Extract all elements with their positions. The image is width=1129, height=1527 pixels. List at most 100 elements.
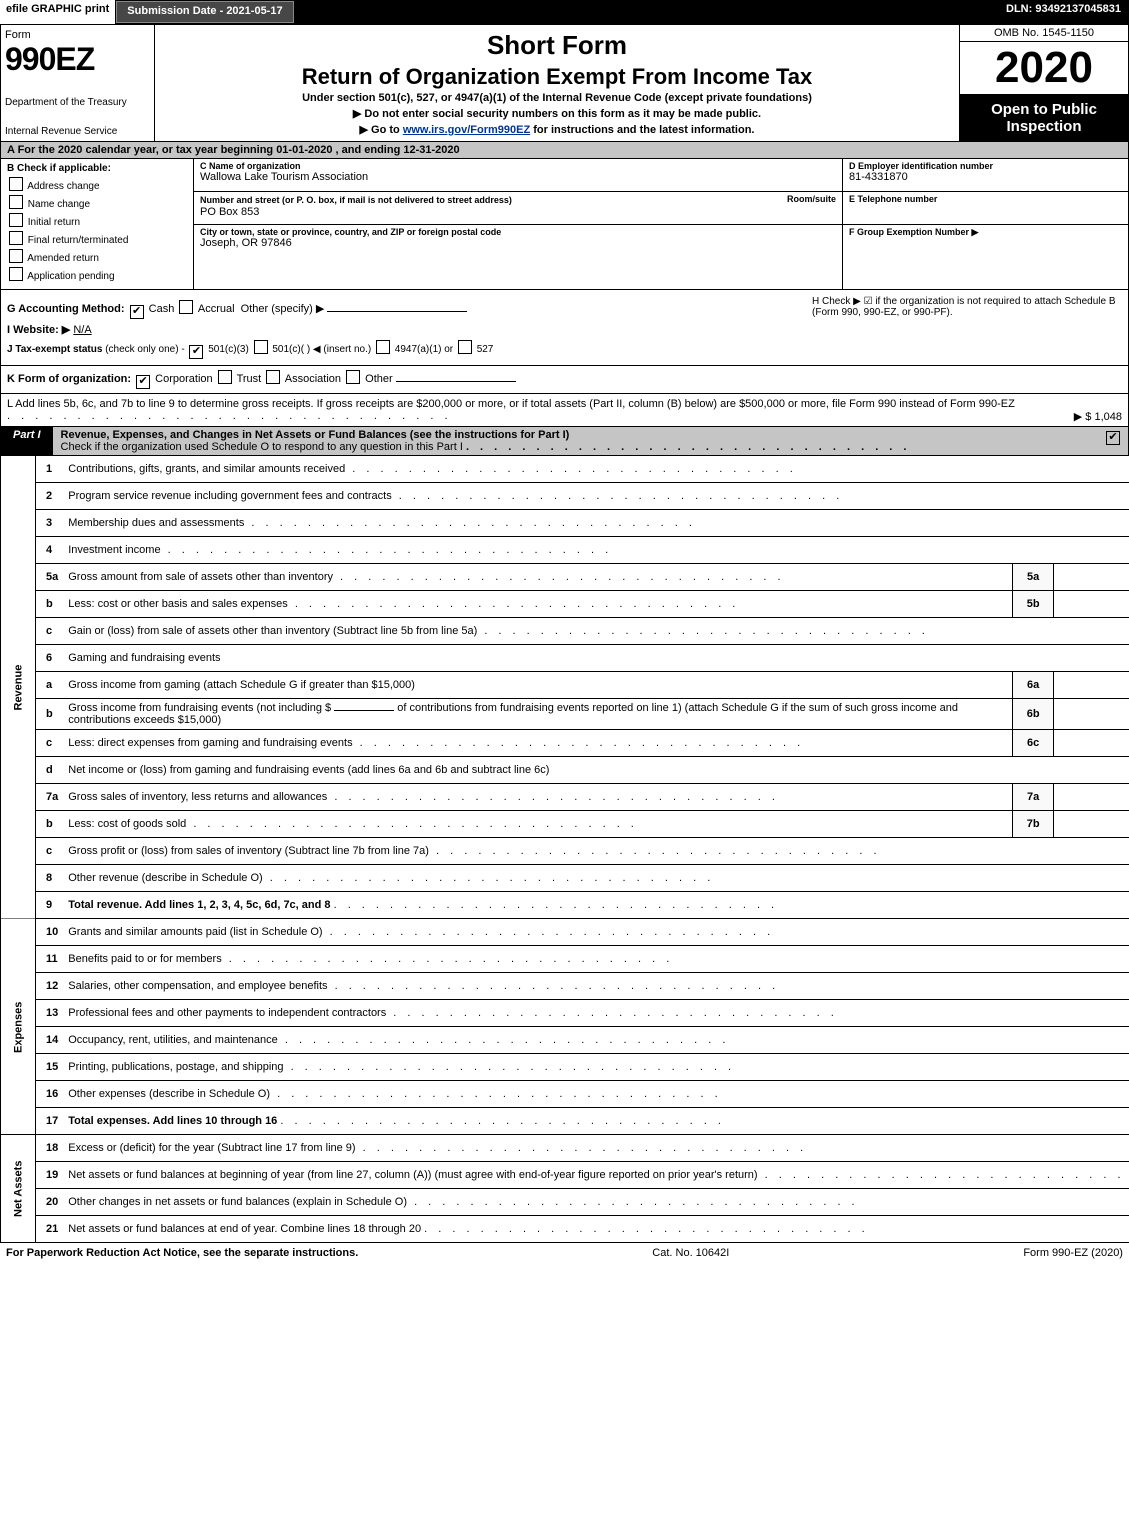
chk-501c[interactable] (254, 340, 268, 354)
line-desc: Grants and similar amounts paid (list in… (63, 919, 1129, 946)
chk-application-pending[interactable]: Application pending (7, 267, 187, 282)
ein-cell: D Employer identification number 81-4331… (843, 159, 1128, 192)
chk-address-change[interactable]: Address change (7, 177, 187, 192)
chk-association[interactable] (266, 370, 280, 384)
line-number: 19 (36, 1162, 64, 1189)
table-row: 5a Gross amount from sale of assets othe… (1, 564, 1129, 591)
ein-value: 81-4331870 (849, 171, 1122, 183)
footer-cat-no: Cat. No. 10642I (652, 1247, 729, 1259)
table-row: 14 Occupancy, rent, utilities, and maint… (1, 1027, 1129, 1054)
net-assets-side-label: Net Assets (1, 1135, 36, 1243)
line-desc: Gross income from fundraising events (no… (63, 699, 1012, 730)
short-form-title: Short Form (163, 30, 951, 61)
other-org-underline (396, 381, 516, 382)
line-desc: Professional fees and other payments to … (63, 1000, 1129, 1027)
chk-501c3[interactable] (189, 345, 203, 359)
mini-line-val: 0 (1054, 811, 1129, 838)
part-i-title: Revenue, Expenses, and Changes in Net As… (53, 427, 1098, 455)
table-row: 7a Gross sales of inventory, less return… (1, 784, 1129, 811)
org-address-cell: Number and street (or P. O. box, if mail… (194, 192, 842, 225)
line-6b-desc-1: Gross income from fundraising events (no… (68, 702, 331, 714)
part-i-title-text: Revenue, Expenses, and Changes in Net As… (61, 429, 570, 441)
chk-final-return[interactable]: Final return/terminated (7, 231, 187, 246)
section-l-text: L Add lines 5b, 6c, and 7b to line 9 to … (7, 398, 1015, 410)
line-desc: Gross sales of inventory, less returns a… (63, 784, 1012, 811)
line-number: b (36, 699, 64, 730)
chk-final-return-label: Final return/terminated (28, 235, 129, 246)
submission-date-button[interactable]: Submission Date - 2021-05-17 (116, 1, 293, 23)
goto-link[interactable]: www.irs.gov/Form990EZ (403, 124, 530, 136)
table-row: 8 Other revenue (describe in Schedule O)… (1, 865, 1129, 892)
table-row: Net Assets 18 Excess or (deficit) for th… (1, 1135, 1129, 1162)
form-header: Form 990EZ Department of the Treasury In… (0, 24, 1129, 142)
chk-corporation-label: Corporation (155, 373, 212, 385)
line-number: c (36, 618, 64, 645)
section-b-title: B Check if applicable: (7, 163, 111, 174)
line-number: b (36, 591, 64, 618)
table-row: d Net income or (loss) from gaming and f… (1, 757, 1129, 784)
section-j-label: J Tax-exempt status (7, 344, 102, 355)
chk-trust[interactable] (218, 370, 232, 384)
chk-cash-label: Cash (149, 303, 175, 315)
line-number: 4 (36, 537, 64, 564)
table-row: c Gross profit or (loss) from sales of i… (1, 838, 1129, 865)
chk-trust-label: Trust (237, 373, 262, 385)
table-row: 17 Total expenses. Add lines 10 through … (1, 1108, 1129, 1135)
line-desc: Gross income from gaming (attach Schedul… (63, 672, 1012, 699)
line-17-desc-bold: Total expenses. Add lines 10 through 16 (68, 1115, 277, 1127)
part-i-checkbox[interactable] (1098, 427, 1128, 455)
line-desc: Less: cost or other basis and sales expe… (63, 591, 1012, 618)
line-desc: Net income or (loss) from gaming and fun… (63, 757, 1129, 784)
chk-initial-return[interactable]: Initial return (7, 213, 187, 228)
mini-line-val: 0 (1054, 699, 1129, 730)
org-address-label: Number and street (or P. O. box, if mail… (200, 195, 512, 205)
chk-accrual-label: Accrual (198, 303, 235, 315)
chk-cash[interactable] (130, 305, 144, 319)
line-number: 12 (36, 973, 64, 1000)
section-l-amount: ▶ $ 1,048 (1074, 410, 1122, 423)
chk-amended-return[interactable]: Amended return (7, 249, 187, 264)
line-number: b (36, 811, 64, 838)
tax-year: 2020 (960, 42, 1128, 95)
mini-line-num: 5b (1013, 591, 1054, 618)
chk-accrual[interactable] (179, 300, 193, 314)
line-number: 3 (36, 510, 64, 537)
chk-501c3-label: 501(c)(3) (208, 344, 249, 355)
table-row: 2 Program service revenue including gove… (1, 483, 1129, 510)
chk-name-change[interactable]: Name change (7, 195, 187, 210)
chk-4947[interactable] (376, 340, 390, 354)
line-desc: Less: cost of goods sold (63, 811, 1012, 838)
mini-line-val: 0 (1054, 591, 1129, 618)
line-desc: Program service revenue including govern… (63, 483, 1129, 510)
line-desc: Gross profit or (loss) from sales of inv… (63, 838, 1129, 865)
section-b-checkboxes: B Check if applicable: Address change Na… (1, 159, 194, 289)
chk-corporation[interactable] (136, 375, 150, 389)
org-name-value: Wallowa Lake Tourism Association (200, 171, 836, 183)
chk-other-org[interactable] (346, 370, 360, 384)
table-row: 19 Net assets or fund balances at beginn… (1, 1162, 1129, 1189)
group-exemption-label: F Group Exemption Number ▶ (849, 227, 1122, 238)
table-row: b Less: cost or other basis and sales ex… (1, 591, 1129, 618)
omb-number: OMB No. 1545-1150 (960, 25, 1128, 42)
line-21-desc: Net assets or fund balances at end of ye… (68, 1223, 421, 1235)
section-h-text: H Check ▶ ☑ if the organization is not r… (812, 296, 1116, 318)
chk-4947-label: 4947(a)(1) or (395, 344, 453, 355)
efile-print-button[interactable]: efile GRAPHIC print (0, 0, 115, 24)
line-number: 17 (36, 1108, 64, 1135)
chk-527[interactable] (458, 340, 472, 354)
line-desc: Other revenue (describe in Schedule O) (63, 865, 1129, 892)
section-g-label: G Accounting Method: (7, 303, 125, 315)
form-header-right: OMB No. 1545-1150 2020 Open to Public In… (960, 25, 1128, 141)
topbar-spacer (295, 0, 998, 24)
goto-pre: ▶ Go to (360, 124, 403, 136)
org-city-value: Joseph, OR 97846 (200, 237, 836, 249)
dept-irs: Internal Revenue Service (5, 126, 150, 137)
do-not-enter-ssn: ▶ Do not enter social security numbers o… (163, 107, 951, 120)
chk-527-label: 527 (477, 344, 494, 355)
part-i-header: Part I Revenue, Expenses, and Changes in… (0, 427, 1129, 456)
mini-line-num: 5a (1013, 564, 1054, 591)
group-exemption-cell: F Group Exemption Number ▶ (843, 225, 1128, 257)
line-desc: Total expenses. Add lines 10 through 16 … (63, 1108, 1129, 1135)
chk-application-pending-label: Application pending (27, 271, 114, 282)
table-row: 21 Net assets or fund balances at end of… (1, 1216, 1129, 1243)
